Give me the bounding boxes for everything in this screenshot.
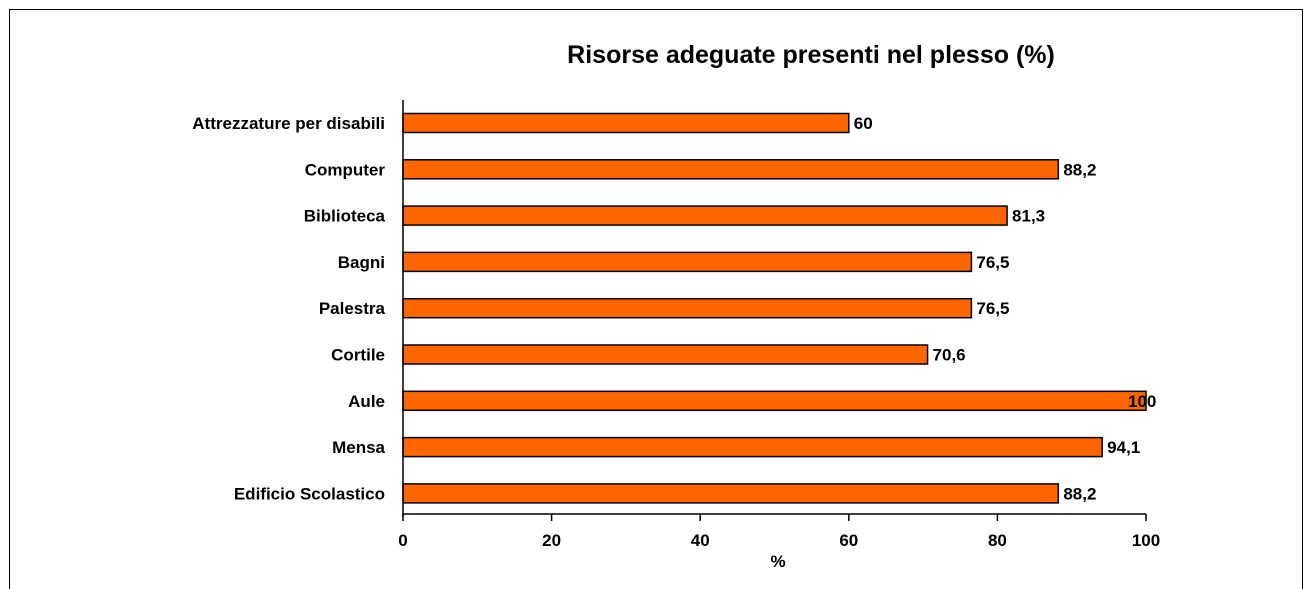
bar [402,297,973,319]
x-tick-label: 60 [839,531,858,550]
bar [402,344,929,365]
data-label: 81,3 [1012,207,1045,226]
category-label: Mensa [332,438,385,457]
bar [402,251,973,273]
data-label: 76,5 [976,299,1009,318]
x-tick-label: 40 [691,531,710,550]
data-label: 88,2 [1063,160,1096,179]
category-label: Bagni [338,253,385,272]
x-tick-label: 0 [398,531,407,550]
chart-title: Risorse adeguate presenti nel plesso (%) [567,41,1055,69]
data-label: 100 [1128,392,1156,411]
x-tick-label: 20 [542,531,561,550]
bar [402,436,1103,458]
bar [402,112,850,134]
bar [402,390,1147,412]
category-label: Computer [305,160,386,179]
data-label: 60 [854,114,873,133]
x-tick-label: 80 [988,531,1007,550]
category-label: Aule [348,392,385,411]
x-tick-label: 100 [1132,531,1160,550]
category-label: Edificio Scolastico [234,484,385,503]
category-label: Cortile [331,346,385,365]
bar [402,159,1060,180]
data-label: 88,2 [1063,484,1096,503]
bar [402,205,1008,226]
x-axis-label: % [770,552,785,571]
data-label: 94,1 [1107,438,1140,457]
data-label: 70,6 [933,346,966,365]
category-label: Attrezzature per disabili [192,114,385,133]
category-label: Palestra [319,299,386,318]
data-label: 76,5 [976,253,1009,272]
bar [402,483,1060,504]
category-label: Biblioteca [304,207,386,226]
